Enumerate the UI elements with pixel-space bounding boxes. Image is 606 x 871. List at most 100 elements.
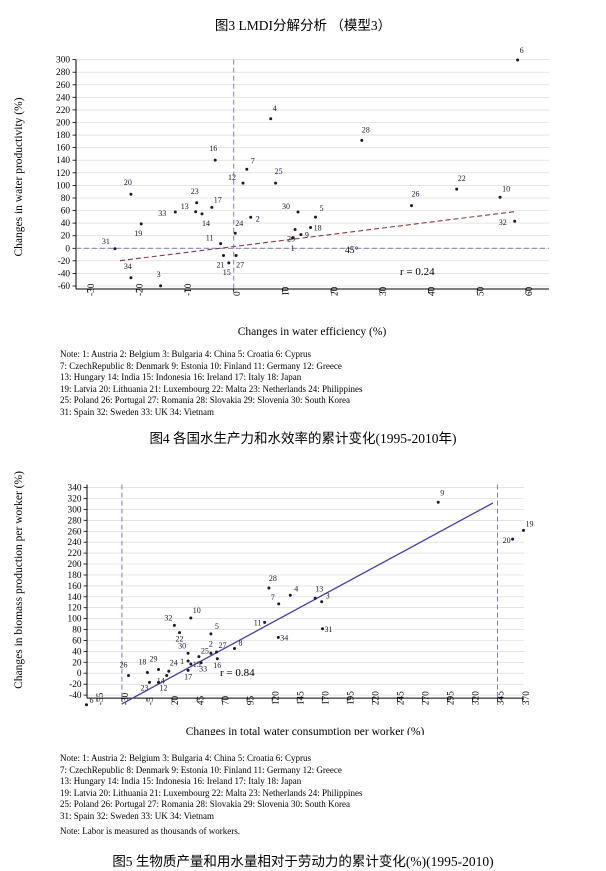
svg-text:270: 270 [422,691,432,705]
svg-text:27: 27 [236,261,244,270]
svg-text:200: 200 [56,119,70,129]
svg-text:80: 80 [72,626,82,636]
svg-text:19: 19 [134,229,142,238]
svg-text:80: 80 [61,194,71,204]
svg-text:13: 13 [181,202,189,211]
svg-text:10: 10 [193,606,201,615]
svg-text:40: 40 [61,219,71,229]
svg-text:9: 9 [305,231,309,240]
svg-text:30: 30 [379,286,389,296]
svg-text:260: 260 [68,527,82,537]
svg-text:1: 1 [291,244,295,253]
svg-text:29: 29 [150,655,158,664]
svg-text:0: 0 [65,244,70,254]
svg-text:40: 40 [428,286,438,296]
svg-text:14: 14 [202,219,210,228]
svg-text:95: 95 [246,695,256,705]
svg-text:27: 27 [219,641,227,650]
svg-text:240: 240 [56,93,70,103]
svg-text:1: 1 [180,657,184,666]
svg-text:-55: -55 [96,692,106,705]
svg-text:20: 20 [124,178,132,187]
svg-text:160: 160 [56,144,70,154]
svg-text:50: 50 [476,286,486,296]
svg-text:22: 22 [176,635,184,644]
svg-text:20: 20 [72,658,82,668]
svg-text:18: 18 [314,224,322,233]
svg-text:320: 320 [472,691,482,705]
svg-text:200: 200 [68,560,82,570]
svg-text:120: 120 [271,691,281,705]
svg-text:120: 120 [68,604,82,614]
svg-text:4: 4 [273,104,277,113]
svg-text:Changes in water productivity: Changes in water productivity (%) [13,97,25,256]
svg-text:0: 0 [77,669,82,679]
svg-text:5: 5 [320,204,324,213]
svg-text:34: 34 [280,633,288,642]
svg-text:-40: -40 [58,269,71,279]
svg-text:33: 33 [158,209,166,218]
svg-text:14: 14 [157,677,165,686]
svg-text:Changes in total water consump: Changes in total water consumption per w… [186,726,425,735]
svg-text:25: 25 [201,647,209,656]
svg-text:3: 3 [326,592,330,601]
svg-text:220: 220 [372,691,382,705]
svg-text:240: 240 [68,538,82,548]
svg-text:300: 300 [68,505,82,515]
svg-text:r = 0.24: r = 0.24 [400,266,435,278]
svg-text:60: 60 [525,286,535,296]
svg-text:33: 33 [199,665,207,674]
svg-text:170: 170 [322,691,332,705]
svg-text:12: 12 [228,173,236,182]
svg-text:20: 20 [171,695,181,705]
svg-text:300: 300 [56,56,70,66]
svg-text:25: 25 [275,167,283,176]
svg-text:145: 145 [296,691,306,705]
svg-text:280: 280 [56,68,70,78]
svg-text:22: 22 [458,174,466,183]
svg-text:-40: -40 [69,691,82,701]
svg-text:8: 8 [239,639,243,648]
svg-text:18: 18 [138,658,146,667]
svg-text:20: 20 [503,536,511,545]
svg-text:2: 2 [209,639,213,648]
svg-text:220: 220 [68,549,82,559]
svg-text:3: 3 [157,270,161,279]
svg-text:100: 100 [56,181,70,191]
svg-text:60: 60 [61,207,71,217]
svg-text:30: 30 [282,202,290,211]
svg-text:20: 20 [61,232,71,242]
svg-text:180: 180 [56,131,70,141]
svg-text:40: 40 [72,647,82,657]
svg-text:9: 9 [440,488,444,497]
svg-text:26: 26 [120,661,128,670]
svg-text:17: 17 [214,195,222,204]
svg-text:28: 28 [269,574,277,583]
svg-text:60: 60 [72,637,82,647]
svg-text:45: 45 [196,695,206,705]
svg-text:4: 4 [294,584,298,593]
svg-text:370: 370 [522,691,532,705]
svg-text:140: 140 [56,156,70,166]
svg-text:13: 13 [315,584,323,593]
svg-text:45°: 45° [345,245,359,256]
svg-text:5: 5 [215,622,219,631]
svg-text:70: 70 [221,695,231,705]
svg-text:10: 10 [502,184,510,193]
svg-text:345: 345 [497,691,507,705]
svg-text:15: 15 [223,268,231,277]
svg-text:6: 6 [90,696,94,705]
svg-text:160: 160 [68,582,82,592]
svg-text:-30: -30 [87,283,97,296]
svg-text:26: 26 [412,190,420,199]
svg-text:-10: -10 [184,283,194,296]
svg-text:32: 32 [164,613,172,622]
svg-text:220: 220 [56,106,70,116]
svg-text:340: 340 [68,484,82,494]
svg-text:7: 7 [271,593,275,602]
svg-text:195: 195 [347,691,357,705]
svg-text:24: 24 [170,658,178,667]
svg-text:23: 23 [191,187,199,196]
svg-text:140: 140 [68,593,82,603]
svg-text:-5: -5 [146,697,156,705]
